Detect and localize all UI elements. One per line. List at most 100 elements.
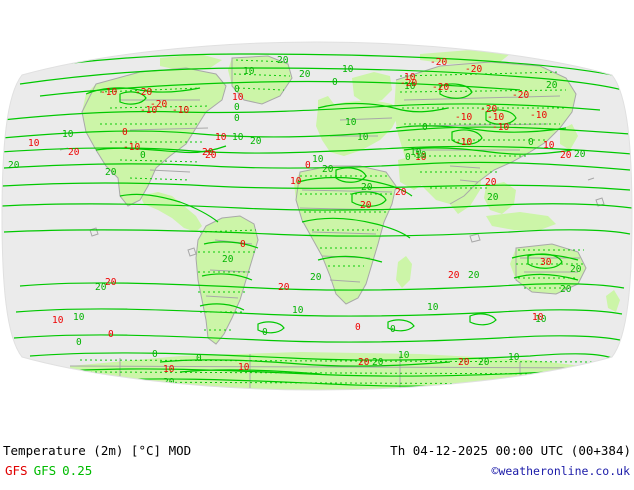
contour-label: 0 [390,324,396,335]
contour-label: 10 [345,117,357,128]
contour-label: -10 [100,87,117,98]
contour-label: 10 [290,176,302,187]
contour-label: 20 [68,147,80,158]
contour-label: -20 [430,57,447,68]
contour-label: 10 [62,129,74,140]
contour-label: 20 [205,150,217,161]
contour-label: 10 [535,314,547,325]
land-europe [316,100,398,156]
contour-label: 10 [238,362,250,373]
contour-label: 20 [574,149,586,160]
contour-label: 10 [404,81,416,92]
contour-label: 0 [234,84,240,95]
contour-label: 20 [468,270,480,281]
contour-label: 0 [528,137,534,148]
land-india [444,162,482,214]
contour-label: 0 [234,102,240,113]
contour-label: 20 [448,270,460,281]
contour-label: -20 [512,90,529,101]
contour-label: 0 [152,349,158,360]
contour-label: 20 [8,160,20,171]
contour-label: 20 [395,187,407,198]
contour-label: 10 [163,364,175,375]
contour-label: 10 [415,150,427,161]
contour-label: 0 [262,327,268,338]
contour-label: 20 [202,147,214,158]
contour-label: -20 [465,64,482,75]
copyright-credit[interactable]: ©weatheronline.co.uk [491,464,630,478]
contour-label: 0 [234,113,240,124]
contour-label: 10 [404,72,416,83]
contour-label: 0 [332,77,338,88]
contour-label: 10 [415,152,427,163]
land-southeast-asia [484,182,516,214]
land-asia [394,62,576,204]
contour-label: 20 [458,357,470,368]
land-new-zealand [606,290,620,312]
contour-label: 20 [570,264,582,275]
contour-label: 20 [277,55,289,66]
contour-label: 10 [410,147,422,158]
contour-label: 30 [540,257,552,268]
land-arabia [398,154,434,190]
contour-label: -10 [492,122,509,133]
contour-label: 20 [95,282,107,293]
contour-label: 0 [76,337,82,348]
contour-label: 20 [560,284,572,295]
contour-label: 0 [405,152,411,163]
contour-label: 0 [240,239,246,250]
map-footer: Temperature (2m) [°C] MOD GFS GFS 0.25 Th … [0,420,634,490]
globe-outline [1,41,633,391]
contour-label: 20 [310,272,322,283]
contour-label: 10 [28,138,40,149]
contour-label: 0 [196,353,202,364]
model-resolution: 0.25 [62,463,93,478]
contour-label: -10 [172,105,189,116]
contour-label: 20 [372,357,384,368]
contour-label: 20 [105,277,117,288]
contour-label: 20 [361,182,373,193]
contour-label: 10 [357,132,369,143]
contour-label: 20 [105,167,117,178]
contour-label: 0 [108,329,114,340]
model-name-primary: GFS [5,463,28,478]
contour-label: 10 [508,352,520,363]
contour-label: 10 [532,312,544,323]
contour-label: 10 [427,302,439,313]
contour-label: 20 [478,357,490,368]
world-temperature-map[interactable]: -10 -20 -20 -10 -10 10 10 20 20 20 0 -10 0 20 20 10 20 10… [0,0,634,420]
contour-label: 10 [232,132,244,143]
parameter-title: Temperature (2m) [°C] MOD [3,443,192,458]
contour-label: -20 [150,99,167,110]
contour-label: 20 [485,177,497,188]
contour-label: 20 [487,192,499,203]
land-central-america [140,192,202,232]
land-arctic-canada [160,54,222,70]
contour-label: -20 [135,87,152,98]
land-australia [510,244,586,294]
land-north-america [82,68,226,206]
land-indonesia [486,212,556,230]
contour-label: 20 [560,150,572,161]
contour-label: -20 [432,82,449,93]
valid-time: Th 04-12-2025 00:00 UTC (00+384) [390,443,631,458]
model-info: GFS GFS 0.25 [5,463,92,478]
contour-label: 20 [546,80,558,91]
contour-label: 10 [292,305,304,316]
contour-label: -10 [455,112,472,123]
contour-label: 10 [398,350,410,361]
contour-label: 10 [232,92,244,103]
land-uk [318,96,334,112]
model-name-secondary: GFS [33,463,57,478]
contour-label: -10 [530,110,547,121]
contour-label: -20 [400,78,417,89]
contour-label: 20 [278,282,290,293]
contour-fragments [79,59,601,385]
contour-label: -10 [455,137,472,148]
contour-label: 0 [122,127,128,138]
contour-label: 0 [422,122,428,133]
contour-label: -10 [123,142,140,153]
contour-label: 20 [358,357,370,368]
